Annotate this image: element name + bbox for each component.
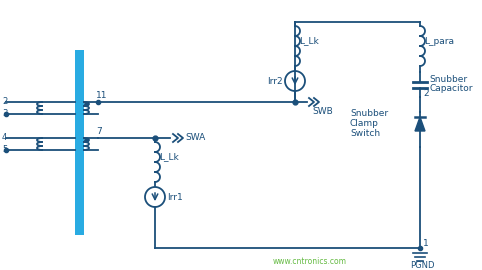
Text: 3: 3 — [2, 110, 7, 119]
Text: Switch: Switch — [350, 130, 380, 139]
Text: L_Lk: L_Lk — [159, 153, 179, 161]
Text: 4: 4 — [2, 133, 7, 141]
Text: Snubber: Snubber — [350, 110, 388, 119]
Polygon shape — [415, 117, 425, 131]
Text: Irr2: Irr2 — [267, 76, 282, 86]
Text: 1: 1 — [423, 238, 429, 248]
Text: SWB: SWB — [312, 106, 333, 116]
Text: 7: 7 — [96, 127, 102, 137]
Text: L_Lk: L_Lk — [299, 36, 319, 46]
Text: Snubber: Snubber — [429, 75, 467, 84]
Text: www.cntronics.com: www.cntronics.com — [273, 256, 347, 265]
Text: 11: 11 — [96, 92, 107, 100]
Text: L_para: L_para — [424, 36, 454, 46]
Text: Capacitor: Capacitor — [429, 84, 472, 93]
Text: SWA: SWA — [185, 133, 205, 143]
Text: Irr1: Irr1 — [167, 193, 183, 201]
Text: 2: 2 — [2, 96, 7, 106]
Bar — [75, 50, 84, 235]
Text: 2: 2 — [423, 89, 428, 99]
Text: Clamp: Clamp — [350, 120, 379, 129]
Text: PGND: PGND — [410, 261, 434, 269]
Text: 5: 5 — [2, 146, 7, 154]
